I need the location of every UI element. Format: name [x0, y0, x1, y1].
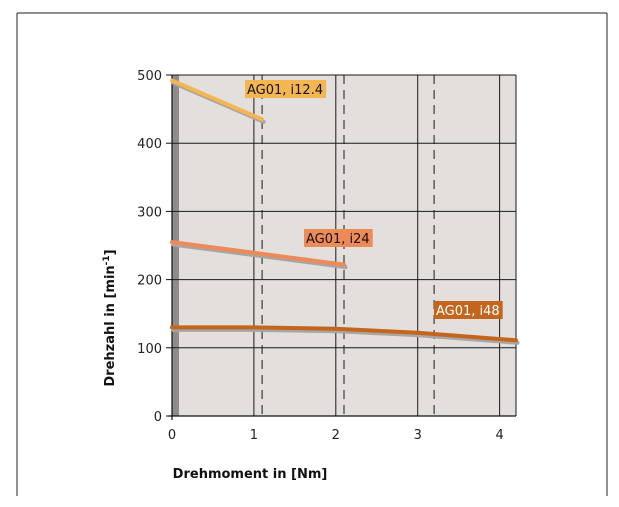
x-axis-label: Drehmoment in [Nm]: [173, 467, 328, 482]
series-label: AG01, i24: [304, 229, 373, 247]
y-tick-label: 400: [137, 137, 162, 152]
series-label-text: AG01, i24: [306, 232, 370, 247]
series-labels: AG01, i12.4 AG01, i24 AG01, i48: [245, 80, 503, 319]
y-tick-label: 100: [137, 342, 162, 357]
series-label-text: AG01, i48: [436, 304, 500, 319]
series-lines: [170, 78, 520, 345]
series-shadow: [171, 327, 520, 345]
y-axis-label: Drehzahl in [min-1]: [102, 249, 118, 386]
x-tick-label: 2: [332, 428, 340, 443]
series-label-box: [245, 80, 327, 98]
series-line: [170, 78, 265, 122]
y-tick-label: 200: [137, 274, 162, 289]
series-line: [170, 325, 518, 343]
y-tick-label: 0: [154, 410, 162, 425]
x-tick-label: 0: [168, 428, 176, 443]
y-tick-label: 300: [137, 205, 162, 220]
x-tick-label: 1: [250, 428, 258, 443]
series-label: AG01, i48: [434, 301, 503, 319]
y-tick-label: 500: [137, 69, 162, 84]
y-axis-label-main: Drehzahl in [min: [103, 265, 118, 386]
series-label-box: [304, 229, 373, 247]
y-tick-labels: 0 100 200 300 400 500: [137, 69, 172, 425]
series-line: [170, 240, 346, 267]
x-tick-labels: 0 1 2 3 4: [168, 428, 504, 443]
x-tick-label: 3: [414, 428, 422, 443]
series-label-box: [434, 301, 503, 319]
series-shadow: [171, 242, 348, 270]
y-axis-label-end: ]: [103, 249, 118, 255]
y-axis-label-sup: -1: [102, 255, 112, 265]
series-label-text: AG01, i12.4: [247, 83, 323, 98]
x-tick-label: 4: [495, 428, 503, 443]
series-label: AG01, i12.4: [245, 80, 327, 98]
